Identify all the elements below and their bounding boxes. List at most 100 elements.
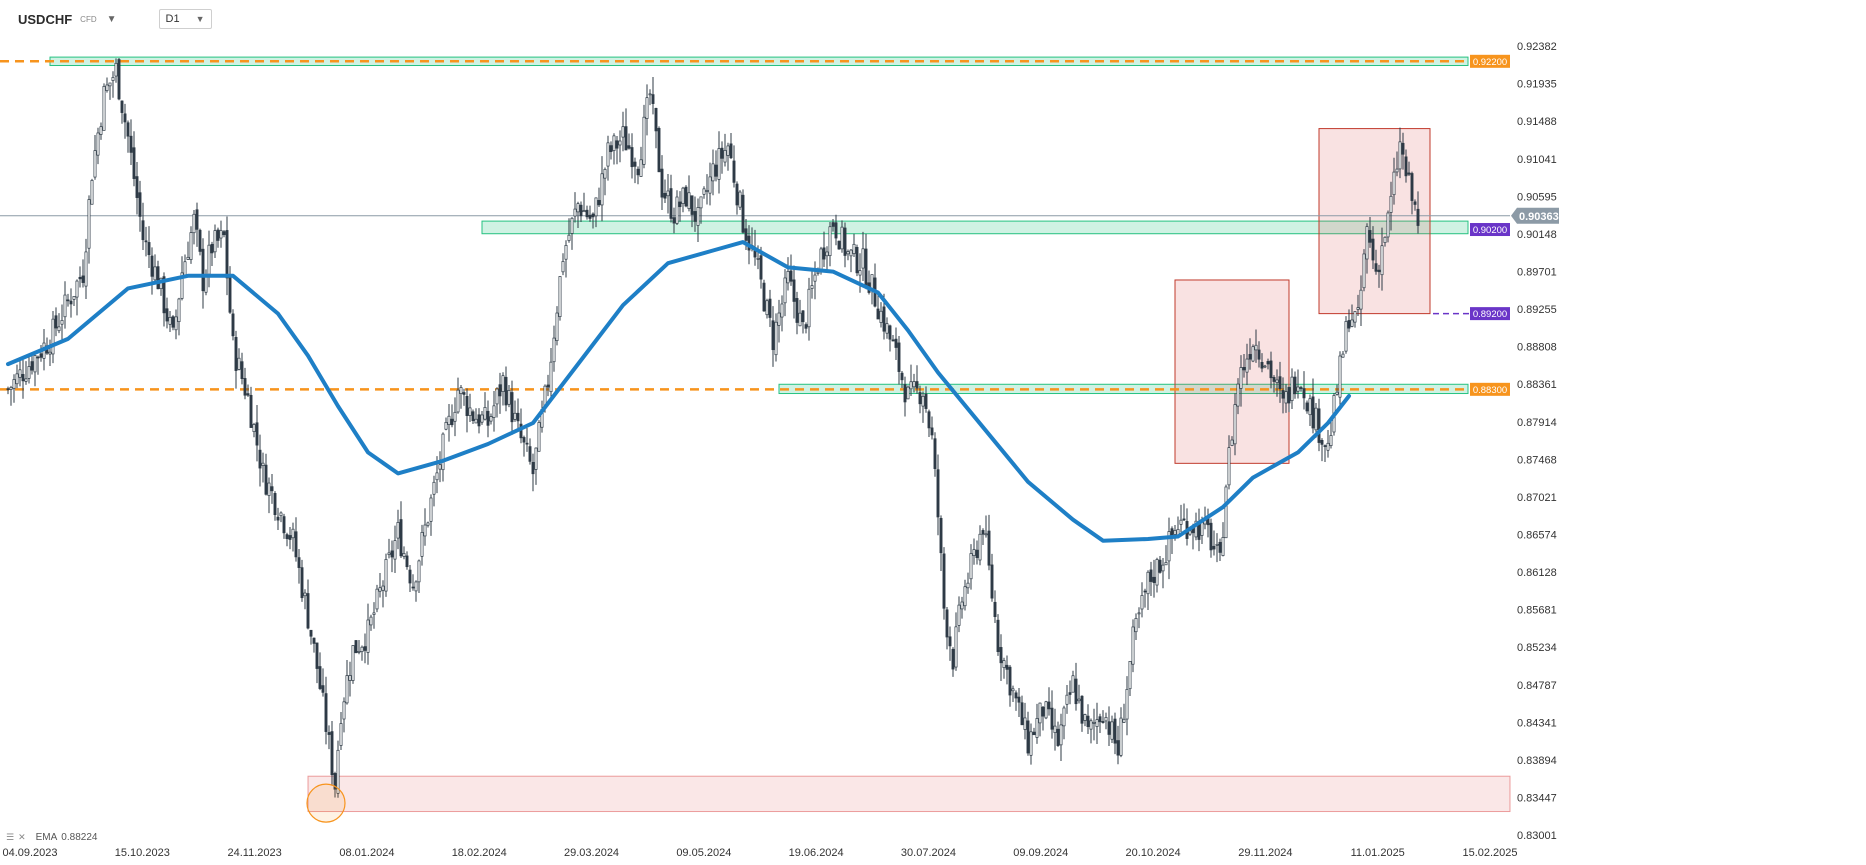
candle: [669, 174, 673, 223]
candle: [1026, 711, 1030, 756]
candle: [1164, 545, 1168, 566]
candle: [708, 162, 712, 206]
candle: [48, 339, 52, 367]
candle: [108, 82, 112, 100]
candle-body: [426, 522, 430, 526]
candle-body: [300, 567, 304, 599]
candle-body: [1341, 353, 1345, 358]
candle-body: [1095, 719, 1099, 727]
candle-body: [1218, 541, 1222, 553]
candle-body: [279, 512, 283, 516]
candle: [387, 538, 391, 559]
candle: [384, 553, 388, 597]
candle-body: [990, 564, 994, 599]
candle-body: [75, 280, 79, 298]
candle: [600, 156, 604, 222]
candle-body: [612, 135, 616, 151]
candle: [480, 410, 484, 425]
candle-body: [1074, 678, 1078, 705]
candle: [1158, 556, 1162, 574]
candle-body: [195, 209, 199, 230]
close-icon[interactable]: ✕: [18, 832, 26, 842]
candle: [615, 135, 619, 165]
candle: [1062, 705, 1066, 740]
candle-body: [567, 234, 571, 241]
chevron-down-icon[interactable]: ▼: [106, 13, 117, 25]
candle: [1281, 377, 1285, 414]
candle: [696, 198, 700, 243]
candle: [507, 385, 511, 408]
candle: [1233, 393, 1237, 456]
candle: [474, 408, 478, 424]
candle: [423, 508, 427, 546]
candle-body: [1149, 569, 1153, 582]
candle-body: [1131, 626, 1135, 665]
candle: [915, 365, 919, 394]
candle-body: [594, 197, 598, 217]
candle-body: [1053, 725, 1057, 733]
candle-body: [294, 531, 298, 558]
candle-body: [357, 651, 361, 653]
candle: [1095, 702, 1099, 745]
candle-body: [936, 469, 940, 518]
candle: [1131, 619, 1135, 673]
candle-body: [1407, 172, 1411, 175]
candle: [1023, 702, 1027, 740]
candle-body: [969, 553, 973, 580]
candle: [216, 227, 220, 248]
candle-body: [105, 84, 109, 91]
candle: [495, 387, 499, 418]
candle: [588, 205, 592, 222]
candle-body: [912, 381, 916, 388]
timeframe-select[interactable]: D1 ▼: [158, 9, 212, 29]
candle: [684, 185, 688, 208]
candle-body: [546, 384, 550, 388]
candle: [1152, 559, 1156, 598]
candle: [177, 297, 181, 336]
candle-body: [792, 279, 796, 302]
candle-body: [1029, 731, 1033, 756]
candle-body: [123, 113, 127, 123]
candle: [558, 275, 562, 321]
symbol-name[interactable]: USDCHF: [18, 11, 73, 27]
candle-body: [1221, 537, 1225, 556]
candle-body: [1317, 408, 1321, 443]
candle-body: [1002, 660, 1006, 668]
candle: [1404, 149, 1408, 183]
candle: [405, 551, 409, 570]
candle-body: [126, 122, 130, 137]
candle-body: [435, 472, 439, 481]
candle: [186, 241, 190, 260]
candle-body: [591, 213, 595, 218]
candle: [366, 603, 370, 665]
y-tick-label: 0.90595: [1517, 191, 1557, 203]
candle-body: [402, 553, 406, 557]
candle: [465, 388, 469, 433]
candle-body: [471, 411, 475, 421]
candle-body: [1374, 263, 1378, 272]
candle: [522, 435, 526, 457]
candle: [210, 241, 214, 267]
candle: [237, 348, 241, 371]
list-icon[interactable]: ☰: [6, 832, 15, 842]
candle-body: [1251, 346, 1255, 362]
candle: [375, 584, 379, 613]
candle-body: [759, 255, 763, 280]
candle-body: [498, 384, 502, 397]
level-label-box: [1470, 307, 1510, 321]
candle: [189, 226, 193, 264]
candle: [636, 166, 640, 185]
candle-body: [843, 227, 847, 256]
candle-body: [1146, 571, 1150, 595]
candle: [1269, 351, 1273, 389]
candle-body: [972, 549, 976, 556]
candle-body: [660, 168, 664, 198]
candle-body: [1239, 367, 1243, 389]
y-tick-label: 0.89701: [1517, 266, 1557, 278]
candle: [1068, 680, 1072, 705]
x-tick-label: 29.03.2024: [564, 847, 619, 859]
candle-body: [153, 266, 157, 281]
candle-body: [246, 393, 250, 396]
candle: [297, 549, 301, 584]
